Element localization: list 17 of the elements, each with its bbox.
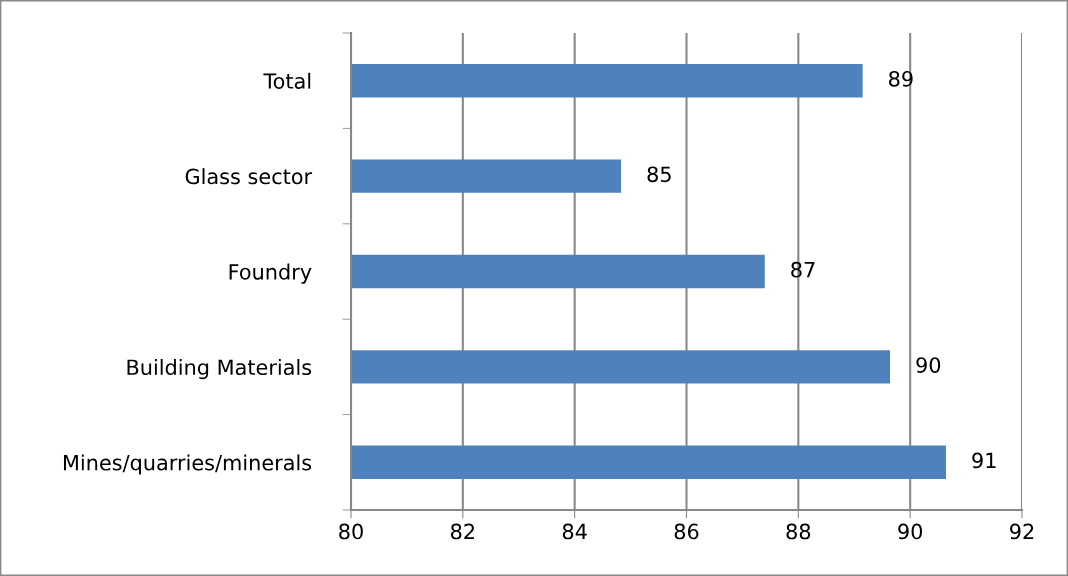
x-tick-label: 82 bbox=[450, 523, 474, 540]
data-label: 89 bbox=[889, 70, 913, 87]
x-tick-label: 88 bbox=[786, 523, 811, 540]
x-tick-label: 92 bbox=[1010, 523, 1034, 540]
data-label: 90 bbox=[916, 357, 941, 373]
y-tick-label: Mines/quarries/minerals bbox=[63, 454, 312, 475]
y-tick-label: Glass sector bbox=[185, 168, 313, 185]
x-tick-label: 84 bbox=[562, 523, 587, 540]
data-label: 87 bbox=[791, 261, 815, 278]
y-tick-label: Building Materials bbox=[127, 358, 312, 380]
y-tick-label: Foundry bbox=[229, 263, 312, 284]
x-tick-label: 86 bbox=[674, 523, 699, 540]
x-tick-label: 80 bbox=[339, 523, 363, 540]
x-tick-label: 90 bbox=[898, 523, 923, 540]
y-tick-label: Total bbox=[263, 72, 311, 89]
data-label: 85 bbox=[647, 166, 671, 183]
data-label: 91 bbox=[972, 452, 996, 469]
